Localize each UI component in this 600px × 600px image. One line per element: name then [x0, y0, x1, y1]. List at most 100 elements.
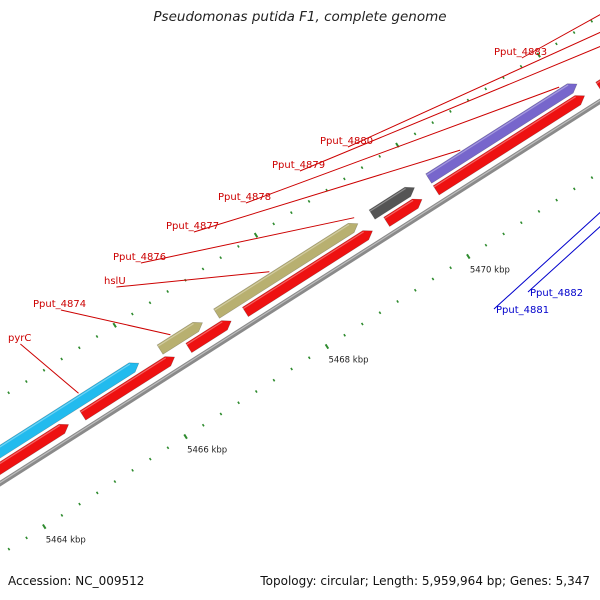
gene-arrow-11 [425, 83, 578, 184]
minor-tick [148, 301, 152, 305]
minor-tick [272, 378, 276, 382]
gene-highlight-11 [426, 84, 569, 176]
minor-tick [360, 166, 364, 170]
minor-tick [307, 199, 311, 203]
genes [0, 79, 600, 476]
minor-tick [413, 132, 417, 136]
leader-pyrc [20, 343, 79, 394]
gene-label-pput_4878: Pput_4878 [218, 192, 271, 203]
gene-highlight-4 [186, 321, 223, 346]
gene-arrow-9 [368, 186, 415, 220]
gene-highlight-12 [596, 80, 600, 84]
major-tick [42, 523, 47, 530]
leader-pput_4874 [60, 309, 171, 336]
gene-highlight-5 [157, 323, 194, 347]
major-tick [324, 343, 330, 350]
minor-tick [237, 244, 240, 248]
minor-tick [537, 209, 541, 213]
gene-highlight-7 [214, 224, 350, 311]
minor-tick [413, 288, 417, 292]
minor-tick [7, 547, 11, 551]
leader-pput_4881 [493, 211, 600, 310]
tick-label-5466-kbp: 5466 kbp [187, 445, 227, 455]
gene-arrow-6 [241, 230, 373, 318]
gene-highlight-1 [0, 424, 61, 465]
minor-tick [95, 334, 99, 338]
gene-label-pput_4882: Pput_4882 [530, 288, 583, 299]
gene-label-pput_4876: Pput_4876 [113, 252, 166, 263]
minor-tick [25, 536, 28, 540]
tick-label-5470-kbp: 5470 kbp [470, 265, 510, 275]
gene-label-pput_4883: Pput_4883 [494, 47, 547, 58]
minor-tick [484, 243, 488, 247]
major-tick [536, 52, 541, 58]
major-tick [466, 253, 471, 260]
minor-tick [254, 390, 258, 394]
minor-tick [378, 311, 382, 315]
leader-pput_4877 [193, 149, 461, 233]
minor-tick [60, 357, 64, 361]
gene-highlight-3 [0, 363, 131, 448]
gene-label-pput_4879: Pput_4879 [272, 160, 325, 171]
gene-arrow-1 [0, 423, 70, 476]
leader-pput_4879 [299, 46, 600, 172]
minor-tick [449, 266, 452, 270]
minor-tick [237, 401, 240, 405]
minor-tick [219, 256, 223, 260]
leader-pput_4882 [527, 226, 600, 293]
minor-tick [201, 423, 205, 427]
minor-tick [219, 412, 223, 416]
genome-summary-text: Topology: circular; Length: 5,959,964 bp… [260, 574, 590, 588]
minor-tick [60, 513, 64, 517]
minor-tick [130, 312, 134, 316]
major-tick [253, 232, 259, 238]
minor-tick [201, 267, 205, 271]
minor-tick [555, 198, 558, 202]
gene-highlight-10 [433, 96, 576, 188]
gene-label-pput_4874: Pput_4874 [33, 299, 86, 310]
gene-highlight-2 [80, 357, 167, 413]
minor-tick [24, 380, 28, 383]
minor-tick [572, 187, 576, 191]
minor-tick [519, 221, 523, 225]
label-leader-lines [20, 14, 600, 394]
minor-tick [95, 491, 99, 495]
gene-label-pyrc: pyrC [8, 333, 31, 344]
map-title: Pseudomonas putida F1, complete genome [153, 9, 447, 25]
minor-tick [42, 368, 46, 372]
tick-label-5464-kbp: 5464 kbp [46, 535, 86, 545]
gene-arrow-12 [595, 79, 600, 90]
leader-pput_4880 [347, 31, 600, 148]
minor-tick [113, 480, 117, 484]
gene-highlight-9 [369, 187, 406, 212]
minor-tick [590, 176, 594, 180]
minor-tick [484, 87, 488, 91]
gene-arrow-4 [185, 320, 232, 354]
major-tick [112, 322, 117, 328]
minor-tick [166, 446, 170, 450]
gene-highlight-8 [384, 199, 414, 220]
gene-arrow-2 [79, 356, 176, 421]
minor-tick [360, 322, 364, 326]
gene-label-pput_4880: Pput_4880 [320, 136, 373, 147]
gene-arrow-5 [156, 321, 203, 355]
tick-marks [7, 19, 594, 551]
gene-label-pput_4881: Pput_4881 [496, 305, 549, 316]
minor-tick [378, 154, 382, 158]
minor-tick [77, 346, 81, 350]
minor-tick [272, 222, 276, 226]
gene-label-pput_4877: Pput_4877 [166, 221, 219, 232]
gene-arrow-8 [383, 198, 423, 227]
major-tick [183, 433, 188, 440]
leader-hslu [116, 271, 270, 288]
minor-tick [572, 31, 576, 35]
minor-tick [431, 277, 435, 281]
minor-tick [555, 42, 558, 46]
minor-tick [343, 333, 346, 337]
